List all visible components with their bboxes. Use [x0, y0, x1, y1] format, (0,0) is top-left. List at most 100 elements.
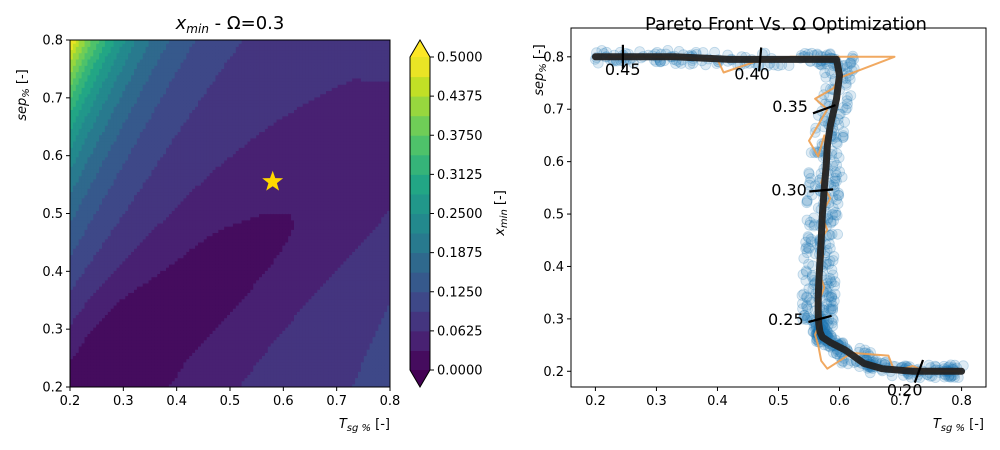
contour-cell [107, 273, 112, 278]
contour-cell [119, 103, 123, 107]
contour-cell [93, 330, 97, 334]
contour-cell [99, 74, 103, 79]
contour-cell [128, 118, 132, 123]
contour-cell [93, 140, 97, 145]
contour-cell [110, 330, 115, 334]
contour-cell [84, 298, 89, 303]
contour-cell [93, 65, 97, 69]
contour-cell [125, 304, 129, 309]
contour-cell [81, 241, 86, 246]
contour-cell [104, 207, 109, 211]
contour-cell [131, 330, 135, 334]
contour-cell [122, 276, 126, 281]
contour-cell [128, 181, 132, 186]
contour-cell [75, 257, 80, 262]
contour-cell [113, 226, 118, 230]
contour-cell [93, 380, 97, 385]
contour-cell [99, 77, 103, 82]
contour-cell [99, 383, 103, 387]
contour-cell [90, 323, 94, 328]
contour-cell [96, 342, 100, 347]
contour-cell [116, 144, 121, 148]
contour-cell [96, 289, 100, 293]
contour-cell [134, 355, 138, 360]
contour-cell [99, 349, 103, 353]
contour-cell [122, 191, 126, 196]
contour-cell [87, 62, 91, 66]
contour-cell [104, 304, 109, 309]
contour-cell [104, 147, 109, 151]
contour-cell [113, 311, 118, 316]
contour-cell [84, 352, 89, 357]
contour-cell [113, 238, 118, 243]
contour-cell [90, 248, 94, 252]
contour-cell [78, 355, 83, 360]
contour-cell [90, 352, 94, 357]
contour-cell [99, 40, 103, 44]
contour-cell [96, 355, 100, 360]
contour-cell [128, 368, 132, 372]
contour-cell [70, 235, 74, 240]
contour-cell [110, 65, 115, 69]
contour-cell [116, 96, 121, 101]
contour-cell [131, 210, 135, 215]
contour-cell [78, 52, 83, 57]
contour-cell [122, 383, 126, 387]
contour-cell [107, 90, 112, 95]
contour-cell [116, 314, 121, 319]
contour-cell [84, 122, 89, 126]
contour-cell [104, 197, 109, 202]
contour-cell [107, 245, 112, 249]
contour-cell [90, 345, 94, 350]
contour-cell [113, 71, 118, 76]
contour-cell [104, 93, 109, 98]
contour-cell [128, 323, 132, 328]
contour-cell [96, 311, 100, 316]
contour-cell [70, 103, 74, 107]
contour-cell [110, 163, 115, 167]
contour-cell [78, 371, 83, 375]
contour-cell [90, 235, 94, 240]
contour-cell [131, 194, 135, 199]
contour-cell [96, 185, 100, 189]
contour-cell [113, 368, 118, 372]
contour-cell [107, 99, 112, 104]
contour-cell [96, 349, 100, 353]
contour-cell [81, 93, 86, 98]
contour-cell [93, 263, 97, 268]
contour-cell [107, 194, 112, 199]
contour-cell [72, 352, 77, 357]
contour-cell [75, 90, 80, 95]
contour-cell [110, 71, 115, 76]
contour-cell [102, 361, 106, 366]
contour-cell [87, 342, 91, 347]
contour-cell [125, 317, 129, 322]
contour-cell [125, 175, 129, 180]
contour-cell [70, 163, 74, 167]
contour-cell [72, 87, 77, 92]
contour-cell [125, 144, 129, 148]
contour-cell [78, 175, 83, 180]
contour-cell [84, 147, 89, 151]
contour-cell [104, 216, 109, 221]
contour-cell [113, 295, 118, 300]
contour-cell [113, 219, 118, 224]
contour-cell [102, 371, 106, 375]
contour-cell [90, 153, 94, 158]
contour-cell [107, 191, 112, 196]
contour-cell [70, 320, 74, 325]
contour-cell [131, 65, 135, 69]
contour-cell [84, 219, 89, 224]
contour-cell [78, 323, 83, 328]
contour-cell [72, 245, 77, 249]
contour-cell [122, 342, 126, 347]
contour-cell [113, 355, 118, 360]
contour-cell [90, 311, 94, 316]
contour-cell [81, 125, 86, 129]
contour-cell [122, 62, 126, 66]
contour-cell [116, 125, 121, 129]
contour-cell [131, 109, 135, 114]
contour-cell [75, 159, 80, 164]
contour-cell [72, 99, 77, 104]
contour-cell [107, 263, 112, 268]
